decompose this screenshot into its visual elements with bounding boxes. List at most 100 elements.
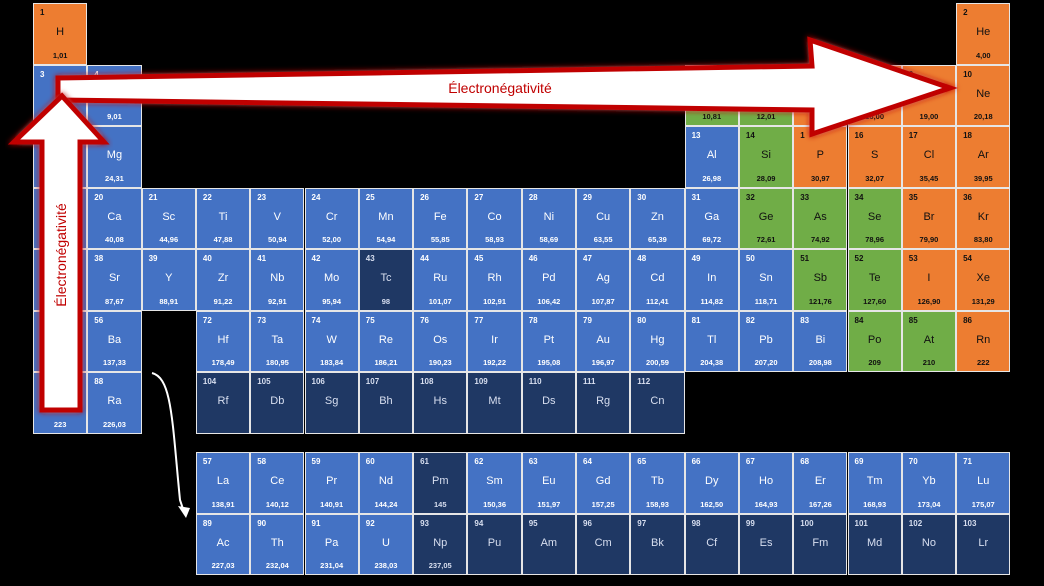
- element-cell: 87 223: [33, 372, 88, 434]
- element-atomic-number: 90: [257, 518, 267, 528]
- element-cell: 18 Ar 39,95: [956, 126, 1011, 188]
- element-atomic-number: 77: [474, 315, 484, 325]
- element-cell: 98 Cf: [684, 513, 739, 575]
- element-atomic-mass: 102,91: [483, 296, 507, 306]
- element-symbol: H: [56, 26, 65, 38]
- element-atomic-number: 45: [474, 254, 484, 263]
- element-atomic-mass: 175,07: [971, 499, 995, 509]
- element-atomic-number: 43: [365, 254, 375, 263]
- element-cell: 3 Li: [33, 64, 88, 126]
- element-atomic-number: 10: [963, 69, 972, 79]
- element-atomic-number: 91: [311, 518, 321, 528]
- element-atomic-number: 109: [474, 377, 488, 386]
- element-atomic-mass: 164,93: [754, 499, 778, 509]
- element-atomic-number: 69: [854, 457, 864, 466]
- element-symbol: Sg: [324, 395, 339, 407]
- element-cell: 9 F 19,00: [901, 64, 957, 126]
- element-atomic-number: 64: [583, 457, 592, 466]
- element-atomic-mass: 222: [976, 358, 990, 367]
- element-symbol: Lr: [978, 536, 989, 549]
- element-cell: 92 U 238,03: [358, 513, 414, 575]
- element-atomic-number: 68: [800, 457, 810, 466]
- element-cell: 108 Hs: [413, 372, 468, 434]
- element-symbol: Mt: [488, 395, 501, 407]
- element-atomic-number: 104: [202, 377, 217, 386]
- element-atomic-number: 70: [908, 457, 918, 466]
- element-cell: 67 Ho 164,93: [738, 452, 794, 514]
- element-atomic-mass: 207,20: [754, 358, 778, 367]
- element-atomic-mass: 39,95: [973, 173, 993, 183]
- element-cell: 14 Si 28,09: [738, 126, 794, 188]
- element-symbol: He: [976, 26, 991, 38]
- element-cell: 12,01: [738, 64, 794, 126]
- element-cell: 70 Yb 173,04: [901, 452, 957, 514]
- element-atomic-mass: 145: [433, 499, 447, 509]
- element-atomic-number: 1: [40, 8, 45, 17]
- element-symbol: W: [326, 333, 337, 346]
- element-cell: 96 Cm: [576, 513, 631, 575]
- element-symbol: Pm: [431, 475, 449, 487]
- element-atomic-mass: 200,59: [645, 358, 669, 367]
- element-cell: 16,00: [847, 64, 902, 126]
- element-atomic-number: 110: [528, 377, 542, 386]
- element-atomic-number: 24: [311, 192, 321, 202]
- element-atomic-mass: 237,05: [428, 561, 452, 570]
- element-symbol: Pd: [542, 272, 556, 284]
- element-atomic-mass: 158,93: [645, 499, 669, 509]
- element-cell: 72 Hf 178,49: [195, 310, 251, 372]
- element-symbol: La: [216, 475, 230, 487]
- element-cell: 39 Y 88,91: [141, 249, 196, 311]
- element-cell: 103 Lr: [956, 513, 1011, 575]
- element-symbol: Br: [923, 210, 935, 223]
- element-cell: 83 Bi 208,98: [793, 310, 848, 372]
- element-cell: 43 Tc 98: [358, 249, 414, 311]
- element-atomic-number: 102: [908, 518, 923, 528]
- element-atomic-number: 93: [420, 518, 429, 528]
- element-atomic-mass: 151,97: [537, 499, 561, 509]
- element-symbol: S: [870, 149, 879, 161]
- element-atomic-mass: 208,98: [808, 358, 832, 367]
- element-cell: [33, 187, 88, 249]
- element-atomic-mass: 92,91: [267, 296, 287, 306]
- element-atomic-mass: 138,91: [211, 499, 235, 509]
- element-symbol: Ga: [704, 210, 720, 223]
- element-cell: 77 Ir 192,22: [467, 310, 522, 372]
- element-atomic-number: 95: [528, 518, 538, 528]
- element-symbol: Se: [867, 210, 882, 223]
- element-symbol: Mo: [324, 272, 340, 284]
- element-atomic-number: 29: [583, 192, 592, 202]
- element-atomic-number: 94: [474, 518, 484, 528]
- element-atomic-mass: 126,90: [917, 296, 941, 306]
- element-cell: 99 Es: [738, 513, 794, 575]
- element-cell: 58 Ce 140,12: [250, 452, 305, 514]
- element-symbol: F: [925, 87, 933, 100]
- element-atomic-number: 57: [202, 457, 212, 466]
- element-cell: 56 Ba 137,33: [87, 310, 142, 372]
- element-symbol: Te: [868, 272, 881, 284]
- element-atomic-number: 72: [202, 315, 212, 325]
- element-cell: [33, 126, 88, 188]
- element-atomic-number: 60: [365, 457, 375, 466]
- element-cell: 48 Cd 112,41: [630, 249, 685, 311]
- element-symbol: Si: [761, 149, 771, 161]
- element-cell: 51 Sb 121,76: [793, 249, 848, 311]
- element-symbol: Pb: [759, 333, 773, 346]
- element-cell: 36 Kr 83,80: [956, 187, 1011, 249]
- element-atomic-mass: 20,18: [973, 112, 993, 121]
- element-atomic-number: 66: [691, 457, 701, 466]
- element-symbol: Sb: [813, 272, 828, 284]
- element-atomic-number: 96: [583, 518, 592, 528]
- element-atomic-number: 92: [365, 518, 375, 528]
- element-atomic-number: 33: [800, 192, 810, 202]
- element-atomic-number: 88: [94, 377, 104, 386]
- element-symbol: Au: [596, 333, 610, 346]
- element-cell: 57 La 138,91: [195, 452, 251, 514]
- element-symbol: Pa: [324, 536, 339, 549]
- element-atomic-number: 40: [202, 254, 212, 263]
- element-atomic-number: 21: [148, 192, 158, 202]
- element-atomic-mass: 167,26: [808, 499, 832, 509]
- element-symbol: Sn: [759, 272, 773, 284]
- element-symbol: Hf: [217, 333, 229, 346]
- element-cell: 100 Fm: [793, 513, 848, 575]
